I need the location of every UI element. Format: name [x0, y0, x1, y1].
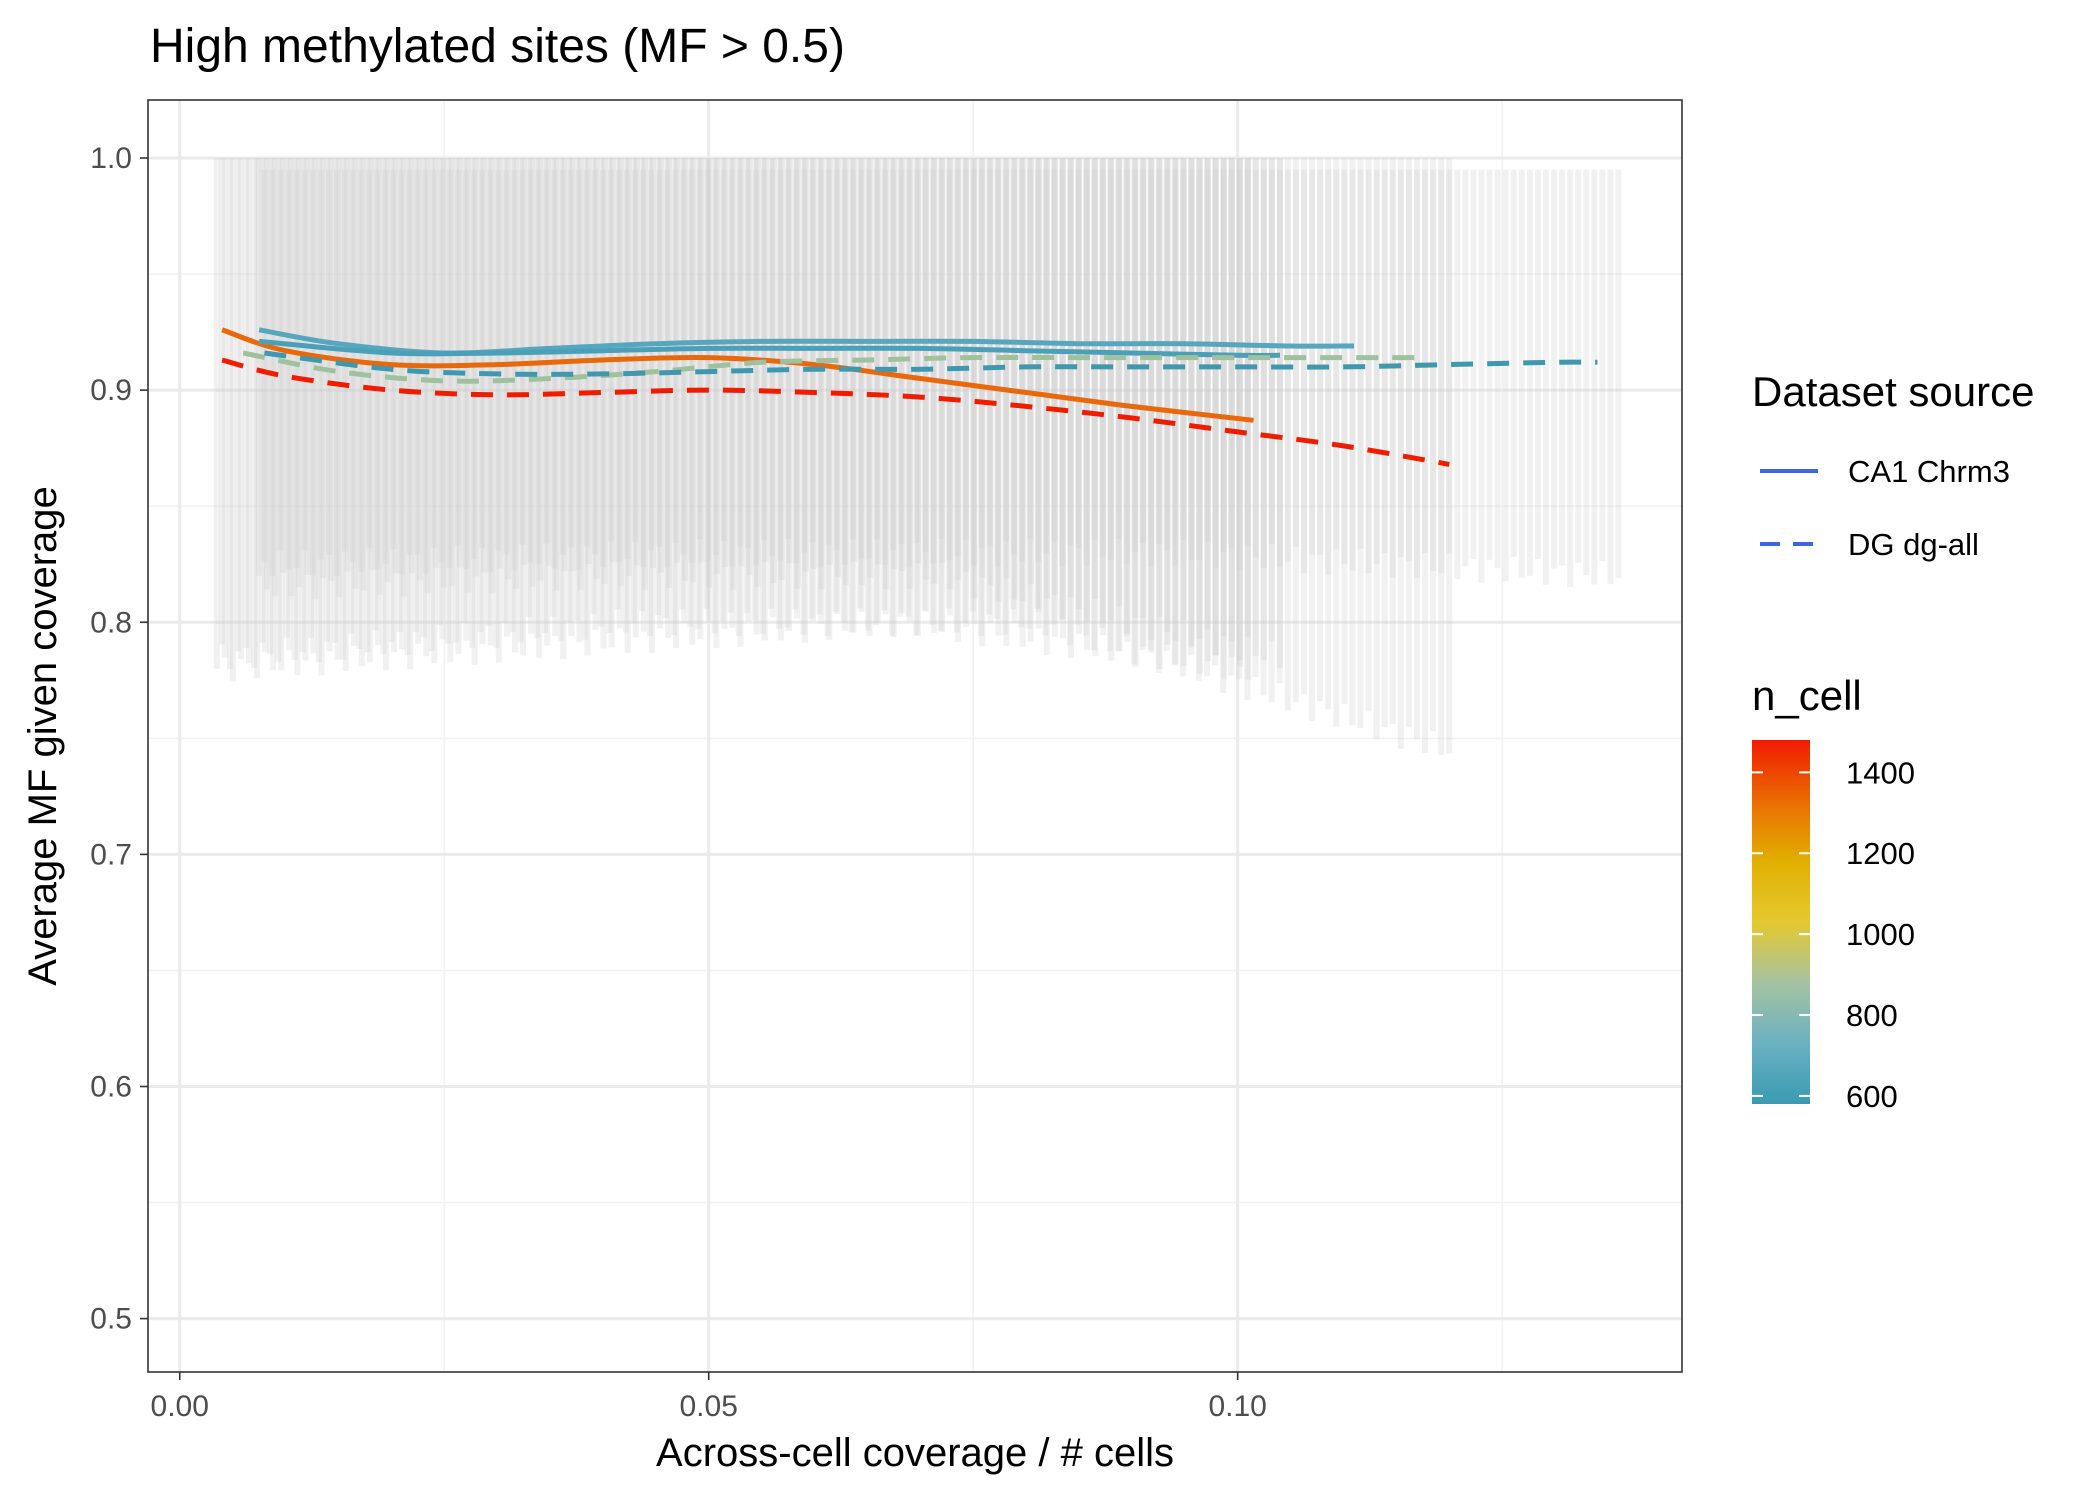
colorbar-tick-label: 1400 [1846, 755, 1915, 790]
chart-title: High methylated sites (MF > 0.5) [150, 20, 845, 73]
y-tick-label: 0.8 [90, 606, 132, 639]
series-lines [221, 327, 1598, 467]
x-axis-title: Across-cell coverage / # cells [656, 1431, 1174, 1475]
x-tick-label: 0.05 [680, 1390, 738, 1423]
colorbar [1752, 740, 1810, 1104]
y-tick-label: 0.6 [90, 1070, 132, 1103]
y-tick-label: 1.0 [90, 142, 132, 175]
x-tick-label: 0.00 [151, 1390, 209, 1423]
x-tick-label: 0.10 [1208, 1390, 1266, 1423]
plot-panel-border [147, 99, 1683, 1373]
legend-label-dg-dg-all: DG dg-all [1848, 527, 1979, 562]
linetype-legend: Dataset source CA1 Chrm3 DG dg-all [1752, 368, 2034, 562]
y-tick-label: 0.9 [90, 374, 132, 407]
colorbar-tick-label: 1000 [1846, 917, 1915, 952]
colorbar-tick-label: 600 [1846, 1079, 1898, 1114]
grid-minor [148, 100, 1682, 1372]
plot-panel-background [148, 100, 1682, 1372]
series-line-4 [264, 350, 1598, 377]
colorbar-tick-label: 1200 [1846, 836, 1915, 871]
x-axis: 0.00 0.05 0.10 [151, 1372, 1267, 1423]
colorbar-ticks: 600 800 1000 1200 1400 [1752, 755, 1915, 1114]
color-legend: n_cell 600 800 1000 1200 1400 [1752, 672, 1915, 1114]
series-line-5 [221, 357, 1450, 467]
y-tick-label: 0.7 [90, 838, 132, 871]
y-tick-label: 0.5 [90, 1303, 132, 1336]
series-line-1 [221, 327, 1254, 423]
y-axis-title: Average MF given coverage [21, 486, 65, 986]
colorbar-tick-label: 800 [1846, 998, 1898, 1033]
color-legend-title: n_cell [1752, 672, 1862, 719]
series-line-3 [242, 350, 1429, 384]
series-line-2 [258, 338, 1281, 358]
linetype-legend-title: Dataset source [1752, 368, 2034, 415]
y-axis: 0.5 0.6 0.7 0.8 0.9 1.0 [90, 142, 148, 1336]
legend-label-ca1-chrm3: CA1 Chrm3 [1848, 454, 2010, 489]
